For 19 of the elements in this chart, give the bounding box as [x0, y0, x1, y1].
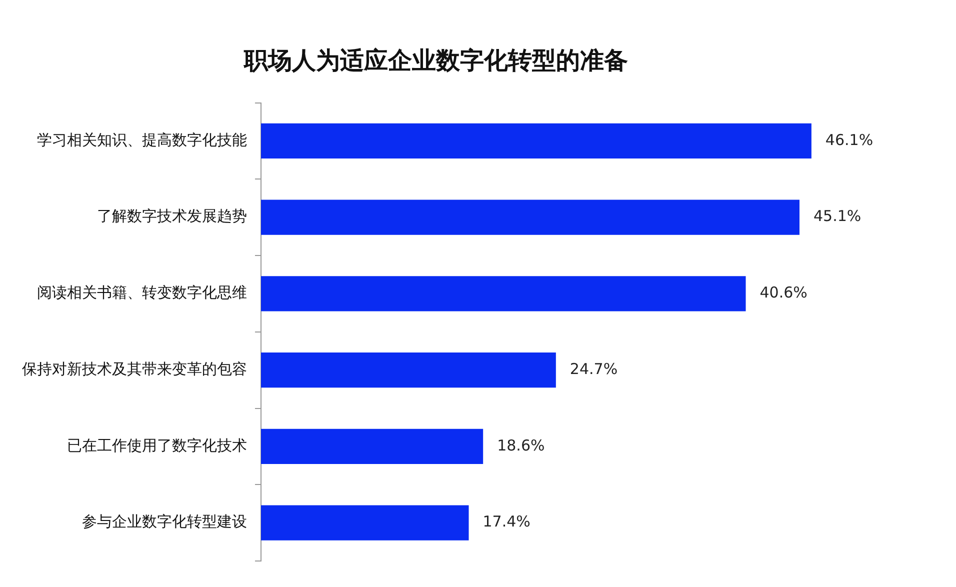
bar — [261, 352, 556, 388]
data-label: 45.1% — [813, 207, 862, 226]
bar — [261, 505, 469, 540]
data-label: 40.6% — [760, 284, 808, 302]
chart-title: 职场人为适应企业数字化转型的准备 — [243, 46, 628, 75]
bar — [261, 123, 812, 159]
bar — [261, 200, 800, 235]
y-tick-label: 参与企业数字化转型建设 — [82, 512, 247, 531]
bar — [261, 276, 746, 312]
data-label: 46.1% — [825, 130, 874, 149]
y-tick-label: 保持对新技术及其带来变革的包容 — [22, 360, 247, 378]
data-label: 17.4% — [482, 512, 530, 531]
bar — [261, 428, 484, 464]
data-label: 24.7% — [570, 360, 618, 378]
y-tick-label: 阅读相关书籍、转变数字化思维 — [37, 284, 247, 302]
y-tick-label: 了解数字技术发展趋势 — [97, 207, 247, 226]
data-label: 18.6% — [497, 436, 545, 454]
y-tick-label: 学习相关知识、提高数字化技能 — [37, 130, 247, 149]
y-tick-label: 已在工作使用了数字化技术 — [67, 436, 247, 454]
